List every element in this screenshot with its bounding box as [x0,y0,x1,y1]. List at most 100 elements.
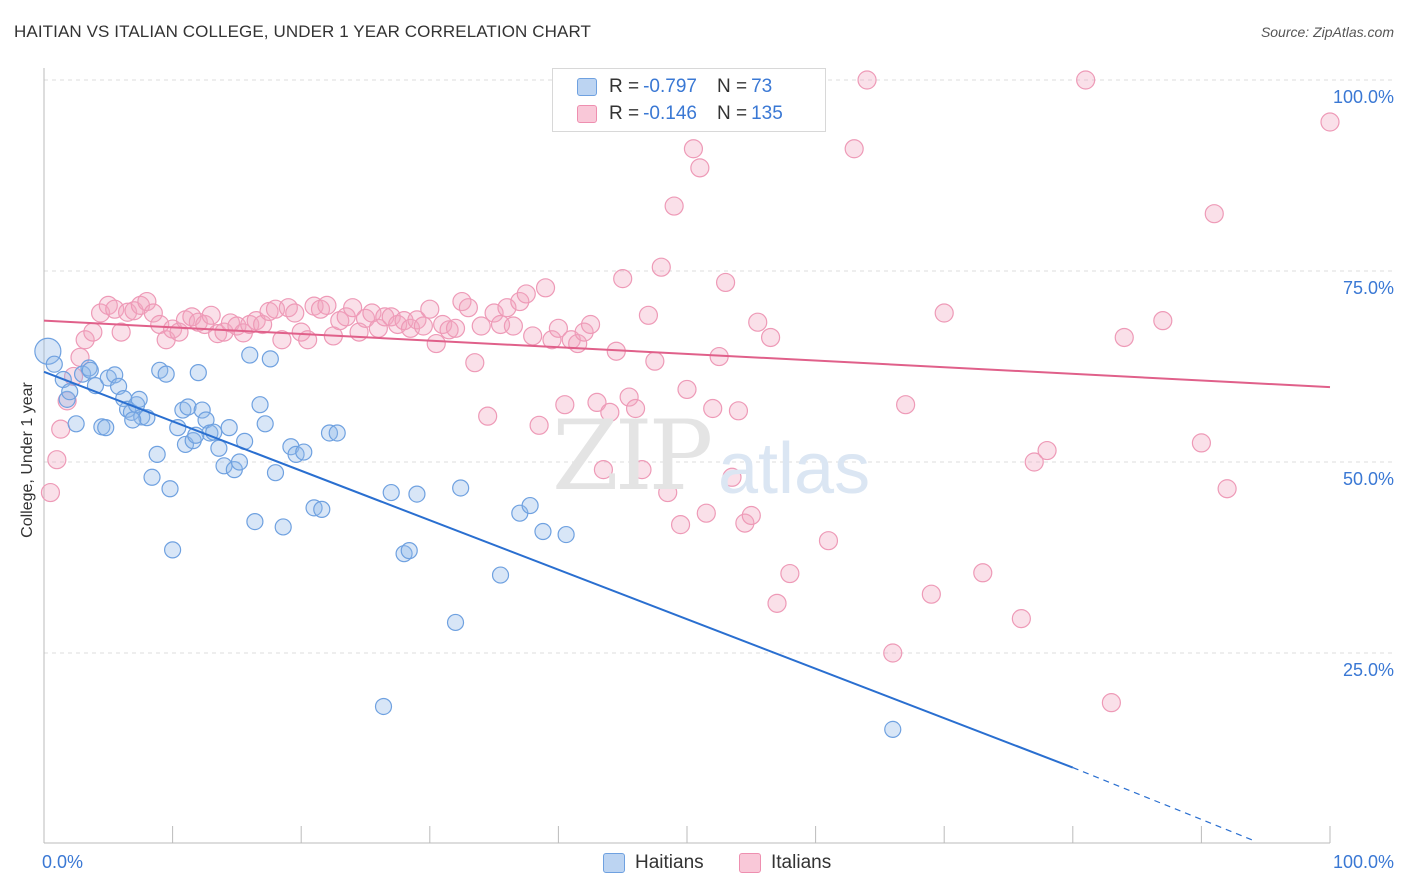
italians-point [40,482,61,503]
haitians-point [148,445,166,463]
italians-point [625,398,646,419]
italians-point [458,298,478,318]
italians-point [548,318,569,338]
haitians-point [313,500,331,518]
haitians-point [241,346,259,364]
haitians-point [521,496,539,515]
italians-point [780,563,800,584]
haitians-point [251,396,269,414]
haitians-r-value: -0.797 [643,76,697,97]
watermark-zip: ZIP [552,400,713,512]
italians-point [523,326,543,346]
italians-point [1320,112,1340,132]
italians-swatch [577,105,597,123]
italians-point [343,298,363,318]
haitians-point [261,350,279,368]
haitians-point [45,355,63,373]
haitians-point [256,415,274,433]
legend-row-haitians: R = -0.797 N = 73 [577,75,772,99]
haitians-point [408,485,426,503]
haitians-point [169,419,187,437]
italians-point [278,298,298,318]
source-credit: Source: ZipAtlas.com [1260,24,1394,40]
italians-point [934,303,954,323]
italians-point [1037,440,1057,461]
haitians-n-value: 73 [751,76,773,97]
trend-lines [43,319,1331,841]
italians-point [580,314,601,335]
haitians-point [174,401,192,419]
haitians-point [124,411,142,429]
italians-point [529,415,549,435]
italians-point [883,643,903,663]
italians-point [510,291,530,312]
italians-point [433,314,453,335]
haitians-point [266,464,285,482]
italians-point [317,295,337,315]
haitians-point [395,545,413,563]
italians-point [748,312,768,332]
haitians-point [193,401,211,419]
haitians-point [197,411,215,429]
italians-point [535,278,556,298]
haitians-point [274,518,292,536]
italians-point [47,450,67,470]
haitians-point [73,365,92,383]
italians-point [645,351,665,371]
italians-point [664,196,684,216]
italians-point [670,515,691,535]
bottom-legend-haitians: Haitians [603,852,704,874]
italians-point [439,320,459,340]
italians-point [285,303,305,323]
haitians-trend-line [43,370,1074,769]
italians-points [40,70,1340,713]
italians-point [75,330,95,350]
x-tick-0: 0.0% [42,852,84,872]
haitians-point [189,364,207,382]
italians-point [844,139,864,159]
italians-point [703,398,723,419]
haitians-r-label: R = [609,76,640,97]
haitians-point [97,419,115,437]
italians-point [600,402,620,422]
haitians-point [884,720,902,739]
y-tick-50: 50.0% [1342,469,1394,489]
italians-point [413,316,433,336]
italians-point [1217,479,1237,499]
italians-point [1076,70,1096,90]
haitians-point [452,479,470,497]
italians-point [613,269,633,289]
italians-point [857,70,877,90]
italians-point [426,333,446,354]
italians-point [651,257,671,277]
haitians-point [179,398,197,416]
italians-point [587,392,607,413]
italians-point [1011,609,1031,629]
haitians-point [382,483,400,502]
haitians-point [557,525,575,544]
gridlines [44,79,1395,654]
chart-title: HAITIAN VS ITALIAN COLLEGE, UNDER 1 YEAR… [14,22,592,41]
italians-point [896,395,916,415]
italians-point [632,460,652,480]
haitians-point [210,439,228,457]
italians-point [471,316,491,336]
italians-point [1204,204,1224,224]
italians-point [818,531,839,551]
italians-point [767,593,787,613]
haitians-point [328,424,346,442]
axes [43,68,1331,844]
italians-legend-label: Italians [771,852,832,873]
italians-point [973,563,993,583]
haitians-point [161,480,179,498]
italians-point [638,305,659,325]
italians-legend-swatch [739,853,761,873]
italians-point [143,303,163,323]
x-tick-100: 100.0% [1332,852,1394,872]
haitians-point [130,390,148,408]
italians-point [83,322,103,342]
italians-r-value: -0.146 [643,103,697,124]
italians-point [484,303,504,323]
italians-r-label: R = [609,103,640,124]
italians-point [921,584,941,604]
